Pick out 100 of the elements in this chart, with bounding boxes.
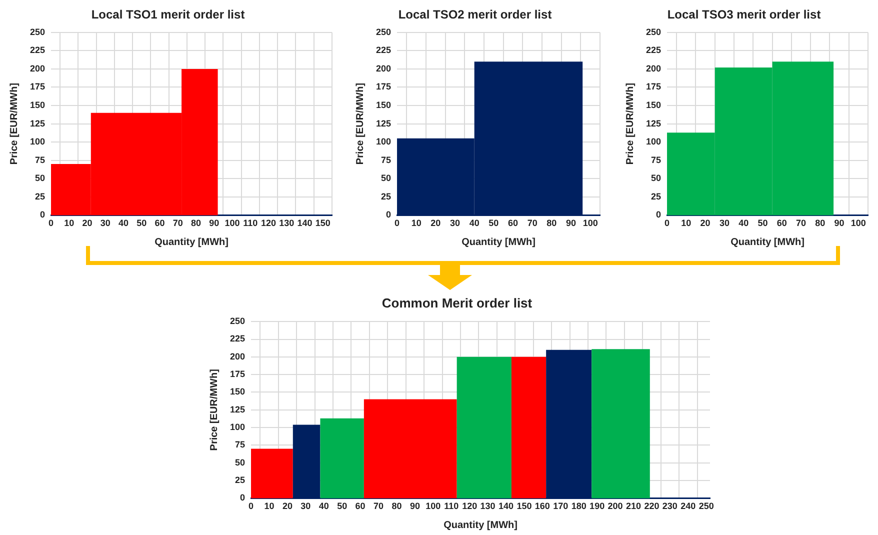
y-tick-label: 125 [646,118,662,128]
x-tick-label: 70 [527,218,538,228]
x-axis-title: Quantity [MWh] [730,236,804,248]
y-tick-label: 100 [30,136,46,147]
chart-title: Common Merit order list [382,295,533,310]
y-tick-label: 175 [30,82,46,92]
x-tick-label: 50 [758,218,768,228]
x-tick-label: 100 [426,501,441,512]
x-tick-label: 40 [318,501,329,512]
y-tick-label: 225 [376,45,392,56]
x-tick-label: 60 [776,218,787,228]
y-tick-label: 175 [376,82,392,92]
x-tick-label: 20 [700,218,710,228]
x-tick-label: 150 [516,501,532,512]
y-tick-label: 150 [30,100,46,110]
y-tick-label: 125 [230,404,246,414]
x-tick-label: 10 [64,218,74,228]
x-tick-label: 30 [300,501,311,512]
y-tick-label: 175 [646,82,662,92]
y-tick-label: 25 [35,191,46,202]
y-tick-label: 75 [651,154,662,165]
x-tick-label: 80 [191,218,202,228]
y-tick-label: 200 [30,63,46,74]
y-tick-label: 125 [30,118,46,128]
y-tick-label: 250 [230,316,246,326]
x-tick-label: 40 [469,218,480,228]
x-tick-label: 80 [815,218,826,228]
x-tick-label: 70 [172,218,183,228]
y-tick-label: 225 [30,45,46,56]
x-tick-label: 50 [136,218,147,228]
y-tick-label: 250 [646,26,662,37]
x-tick-label: 140 [498,501,514,512]
x-tick-label: 200 [608,501,623,512]
x-tick-label: 60 [355,501,366,512]
y-tick-label: 175 [230,369,246,380]
x-axis-title: Quantity [MWh] [444,520,518,531]
x-axis-title: Quantity [MWh] [462,236,536,248]
x-tick-label: 130 [279,218,294,228]
x-tick-label: 90 [834,218,844,228]
y-tick-label: 75 [35,154,46,165]
y-tick-label: 150 [230,386,246,397]
y-tick-label: 100 [376,136,392,147]
y-tick-label: 200 [230,351,246,362]
y-tick-label: 150 [376,100,392,110]
x-axis-title: Quantity [MWh] [154,236,228,248]
y-tick-label: 250 [376,26,392,37]
chart-title: Local TSO1 merit order list [91,8,245,22]
x-tick-label: 170 [553,501,568,512]
x-tick-label: 70 [374,501,384,512]
x-tick-label: 230 [662,501,678,512]
y-tick-label: 200 [646,63,662,74]
x-tick-label: 110 [444,501,459,512]
y-tick-label: 150 [646,100,662,110]
y-tick-label: 200 [376,63,392,74]
y-tick-label: 250 [30,26,46,37]
x-tick-label: 20 [82,218,92,228]
x-tick-label: 120 [462,501,478,512]
y-tick-label: 100 [646,136,662,147]
y-axis-title: Price [EUR/MWh] [354,82,366,165]
y-tick-label: 0 [656,210,662,220]
y-axis-title: Price [EUR/MWh] [8,82,20,165]
y-tick-label: 50 [35,173,46,184]
chart-title: Local TSO3 merit order list [667,8,821,22]
y-tick-label: 75 [235,440,246,450]
x-tick-label: 10 [264,501,274,512]
x-tick-label: 30 [450,218,460,228]
x-tick-label: 40 [118,218,129,228]
x-tick-label: 80 [392,501,402,512]
x-tick-label: 0 [48,218,54,228]
y-tick-label: 25 [235,475,246,486]
y-axis-title: Price [EUR/MWh] [624,82,636,165]
x-tick-label: 210 [626,501,642,512]
x-tick-label: 150 [315,218,330,228]
y-tick-label: 100 [230,422,246,432]
y-tick-label: 225 [230,334,246,344]
x-tick-label: 120 [261,218,276,228]
y-axis-title: Price [EUR/MWh] [208,369,220,451]
y-tick-label: 50 [651,173,662,184]
x-tick-label: 140 [297,218,312,228]
x-tick-label: 90 [410,501,420,512]
x-tick-label: 50 [488,218,499,228]
x-tick-label: 40 [738,218,749,228]
x-tick-label: 0 [664,218,670,228]
x-tick-label: 110 [243,218,258,228]
x-tick-label: 80 [546,218,557,228]
y-tick-label: 75 [381,154,392,165]
x-tick-label: 60 [154,218,165,228]
x-tick-label: 90 [566,218,576,228]
x-tick-label: 160 [534,501,550,512]
x-tick-label: 100 [850,218,866,228]
chart-title: Local TSO2 merit order list [398,8,552,22]
y-tick-label: 50 [235,457,246,468]
x-tick-label: 220 [644,501,660,512]
y-tick-label: 25 [381,191,392,202]
x-tick-label: 250 [698,501,714,512]
x-tick-label: 100 [582,218,598,228]
x-tick-label: 30 [100,218,110,228]
y-tick-label: 0 [40,210,46,220]
y-tick-label: 0 [240,492,246,503]
x-tick-label: 180 [571,501,586,512]
